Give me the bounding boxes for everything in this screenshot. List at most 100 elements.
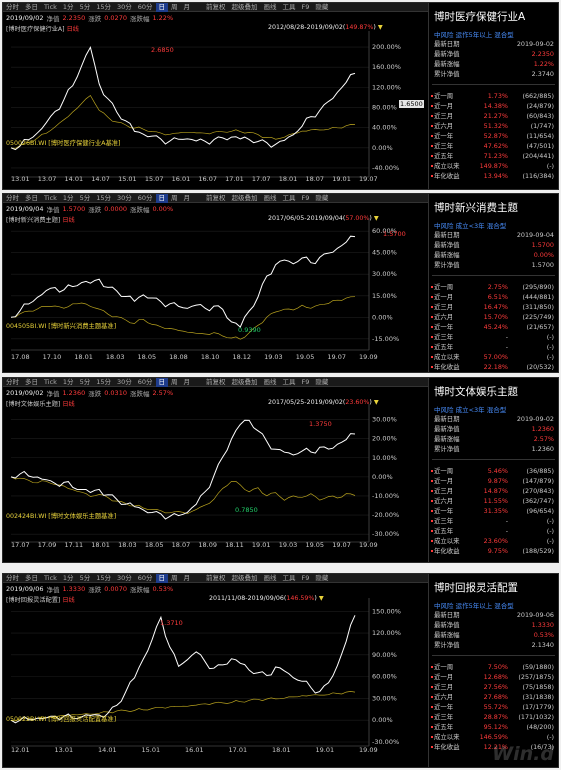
toolbar-button[interactable]: Tick (44, 573, 57, 582)
period-label: 近三月 (434, 683, 454, 691)
chart-toolbar: 分时 多日 Tick 1分 5分 15分 30分 60分日周月 前复权 超级叠加 画线 工具 F9 隐藏 (3, 194, 430, 203)
x-tick-label: 17.10 (43, 353, 62, 361)
toolbar-button[interactable]: F9 (301, 193, 310, 202)
toolbar-button[interactable]: 5分 (79, 193, 91, 202)
toolbar-button[interactable]: 隐藏 (315, 2, 329, 11)
nav-value: 1.5700 (62, 205, 86, 213)
dropdown-triangle-icon[interactable]: ▼ (375, 24, 383, 31)
toolbar-button[interactable]: 60分 (137, 193, 153, 202)
dropdown-triangle-icon[interactable]: ▼ (371, 399, 379, 406)
toolbar-button[interactable]: 超级叠加 (231, 377, 258, 386)
toolbar-button[interactable]: 5分 (79, 2, 91, 11)
toolbar-button[interactable]: 周 (171, 573, 178, 582)
toolbar-button[interactable]: F9 (301, 377, 310, 386)
toolbar-button[interactable]: 1分 (62, 2, 74, 11)
period-return: 21.27% (483, 112, 508, 120)
toolbar-button[interactable]: 1分 (62, 377, 74, 386)
toolbar-button[interactable]: 前复权 (206, 193, 226, 202)
toolbar-button[interactable]: 5分 (79, 573, 91, 582)
toolbar-button[interactable]: 周 (171, 2, 178, 11)
trough-label: 0.9390 (238, 326, 261, 334)
change-value: 0.0270 (104, 14, 127, 22)
toolbar-button[interactable]: 日 (155, 3, 169, 12)
toolbar-button[interactable]: 超级叠加 (231, 573, 258, 582)
toolbar-button[interactable]: 超级叠加 (231, 2, 258, 11)
summary-row: 累计净值 1.2360 (434, 445, 554, 454)
period-rank: (270/843) (522, 487, 554, 495)
summary-key: 最新净值 (434, 241, 460, 249)
toolbar-button[interactable]: 工具 (282, 573, 296, 582)
toolbar-button[interactable]: 多日 (25, 193, 38, 202)
dropdown-triangle-icon[interactable]: ▼ (316, 595, 324, 602)
performance-row: 近六月 11.55% (362/747) (434, 497, 554, 505)
toolbar-button[interactable]: 日 (155, 194, 169, 203)
toolbar-button[interactable]: Tick (44, 2, 57, 11)
summary-key: 最新涨幅 (434, 435, 460, 443)
toolbar-button[interactable]: 工具 (282, 377, 296, 386)
toolbar-button[interactable]: 日 (155, 574, 169, 583)
dropdown-triangle-icon[interactable]: ▼ (371, 215, 379, 222)
toolbar-button[interactable]: 日 (155, 378, 169, 387)
toolbar-button[interactable]: 分时 (6, 2, 19, 11)
toolbar-button[interactable]: 5分 (79, 377, 91, 386)
period-rank: (662/885) (522, 92, 554, 100)
toolbar-button[interactable]: 分时 (6, 573, 19, 582)
period-label: 近五年 (434, 343, 454, 351)
toolbar-button[interactable]: F9 (301, 2, 310, 11)
toolbar-button[interactable]: 超级叠加 (231, 193, 258, 202)
toolbar-button[interactable]: 画线 (263, 377, 277, 386)
toolbar-button[interactable]: 60分 (137, 377, 153, 386)
toolbar-button[interactable]: 15分 (96, 193, 111, 202)
paren: ) (369, 215, 372, 222)
period-label: 年化收益 (434, 172, 460, 180)
toolbar-button[interactable]: 1分 (62, 193, 74, 202)
performance-row: 年化收益 12.21% (16/73) (434, 743, 554, 751)
toolbar-button[interactable]: 月 (183, 377, 191, 386)
toolbar-button[interactable]: 多日 (25, 377, 38, 386)
fund-badges: 中风险 运作5年以上 混合型 (434, 31, 514, 39)
toolbar-button[interactable]: 月 (183, 573, 191, 582)
toolbar-button[interactable]: 画线 (263, 573, 277, 582)
toolbar-button[interactable]: 60分 (137, 2, 153, 11)
toolbar-button[interactable]: 1分 (62, 573, 74, 582)
toolbar-button[interactable]: Tick (44, 193, 57, 202)
fund-panel: 分时 多日 Tick 1分 5分 15分 30分 60分日周月 前复权 超级叠加 画线 工具 F9 隐藏 2… (2, 377, 559, 563)
toolbar-button[interactable]: 分时 (6, 193, 19, 202)
summary-value: 2.2350 (531, 50, 554, 58)
period-return: 12.68% (483, 673, 508, 681)
toolbar-button[interactable]: 15分 (96, 377, 111, 386)
toolbar-button[interactable]: 30分 (116, 2, 132, 11)
toolbar-button[interactable]: 15分 (96, 2, 111, 11)
period-label: 成立以来 (434, 162, 460, 170)
toolbar-button[interactable]: 多日 (25, 2, 38, 11)
performance-row: 近一年 52.87% (11/654) (434, 132, 554, 140)
toolbar-button[interactable]: 周 (171, 377, 178, 386)
toolbar-button[interactable]: 画线 (263, 2, 277, 11)
fund-series-label: [博时文体娱乐主题] 日线 (6, 399, 75, 408)
toolbar-button[interactable]: F9 (301, 573, 310, 582)
toolbar-button[interactable]: Tick (44, 377, 57, 386)
toolbar-button[interactable]: 隐藏 (315, 193, 329, 202)
toolbar-button[interactable]: 月 (183, 2, 191, 11)
toolbar-button[interactable]: 多日 (25, 573, 38, 582)
summary-value: 2019-09-06 (516, 611, 554, 619)
toolbar-button[interactable]: 前复权 (206, 377, 226, 386)
period-return: 146.59% (479, 733, 508, 741)
fund-summary-panel: 博时医疗保健行业A 中风险 运作5年以上 混合型 最新日期 2019-09-02 最新净… (428, 3, 558, 189)
toolbar-button[interactable]: 周 (171, 193, 178, 202)
toolbar-button[interactable]: 隐藏 (315, 377, 329, 386)
toolbar-button[interactable]: 工具 (282, 2, 296, 11)
toolbar-button[interactable]: 30分 (116, 193, 132, 202)
toolbar-button[interactable]: 月 (183, 193, 191, 202)
toolbar-button[interactable]: 工具 (282, 193, 296, 202)
toolbar-button[interactable]: 前复权 (206, 573, 226, 582)
toolbar-button[interactable]: 画线 (263, 193, 277, 202)
toolbar-button[interactable]: 隐藏 (315, 573, 329, 582)
toolbar-button[interactable]: 15分 (96, 573, 111, 582)
toolbar-button[interactable]: 60分 (137, 573, 153, 582)
toolbar-button[interactable]: 30分 (116, 377, 132, 386)
toolbar-button[interactable]: 30分 (116, 573, 132, 582)
toolbar-button[interactable]: 分时 (6, 377, 19, 386)
summary-value: 1.5700 (531, 241, 554, 249)
toolbar-button[interactable]: 前复权 (206, 2, 226, 11)
